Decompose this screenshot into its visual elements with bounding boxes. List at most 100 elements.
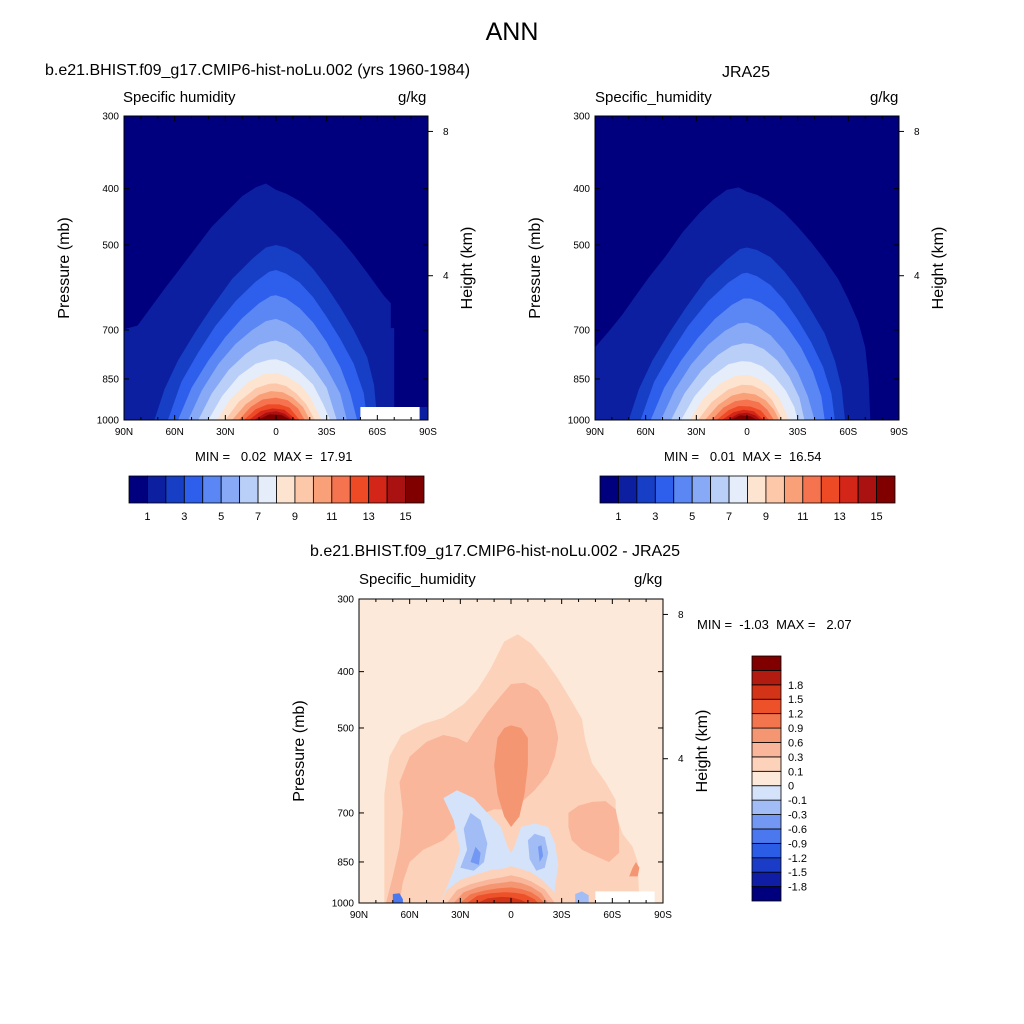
colorbar-box	[751, 742, 782, 758]
contour-level-15	[730, 415, 758, 420]
anomaly-region-6	[527, 833, 549, 871]
y-axis-label: Pressure (mb)	[56, 217, 73, 318]
panel2-plot: 90N 60N 30N 0 30S 60S 90S 300 400 500 700 850 1000 Pr…	[527, 112, 947, 524]
colorbar-box	[728, 475, 748, 504]
colorbar-label: -0.3	[788, 810, 807, 822]
y-tick-label: 500	[573, 240, 590, 251]
x-tick-label: 30N	[451, 910, 469, 921]
y-tick-label: 700	[102, 325, 119, 336]
colorbar-label: -1.8	[788, 882, 807, 894]
colorbar-box	[839, 475, 859, 504]
y-tick-label: 400	[337, 667, 354, 678]
anomaly-region-5	[460, 812, 488, 871]
height-axis-label: Height (km)	[930, 227, 947, 310]
panel3-colorbar: -1.8 -1.5 -1.2 -0.9 -0.6 -0.3 -0.1 0 0.1 0.3 0.6 0.…	[751, 655, 807, 902]
x-tick-label: 30S	[318, 427, 336, 438]
colorbar-box	[751, 684, 782, 700]
colorbar-box	[751, 727, 782, 743]
panel3-title: b.e21.BHIST.f09_g17.CMIP6-hist-noLu.002 …	[310, 543, 680, 560]
colorbar-label: 7	[255, 511, 261, 523]
x-tick-label: 90N	[115, 427, 133, 438]
colorbar-box	[751, 770, 782, 787]
height-tick-label: 8	[914, 127, 920, 138]
x-tick-label: 0	[508, 910, 514, 921]
colorbar-box	[202, 475, 222, 504]
y-tick-label: 300	[337, 595, 354, 606]
colorbar-box	[783, 475, 804, 504]
panel1-field	[124, 116, 428, 420]
anomaly-region-14	[477, 896, 528, 903]
y-tick-label: 300	[573, 112, 590, 123]
x-tick-label: 60N	[636, 427, 654, 438]
x-tick-label: 90N	[586, 427, 604, 438]
y-tick-label: 300	[102, 112, 119, 123]
colorbar-label: 11	[797, 511, 808, 523]
colorbar-box	[751, 828, 782, 844]
height-axis-label: Height (km)	[459, 227, 476, 310]
anomaly-region-3	[494, 725, 528, 827]
height-tick-label: 4	[914, 271, 920, 282]
colorbar-label: -0.6	[788, 824, 807, 836]
x-tick-label: 30N	[216, 427, 234, 438]
colorbar-box	[257, 475, 277, 504]
colorbar-box	[751, 799, 782, 815]
colorbar-box	[751, 785, 782, 801]
colorbar-label: 11	[326, 511, 337, 523]
panel2-variable-label: Specific_humidity	[595, 89, 712, 106]
height-tick-label: 4	[678, 754, 684, 765]
anomaly-region-17	[392, 893, 403, 903]
colorbar-box	[239, 475, 259, 504]
colorbar-box	[751, 713, 782, 729]
colorbar-box	[751, 756, 782, 772]
panel1-plot: 90N 60N 30N 0 30S 60S 90S 300 400 500 700 850 1000 Pr…	[56, 112, 476, 524]
colorbar-box	[599, 475, 619, 504]
colorbar-box	[710, 475, 730, 504]
anomaly-region-15	[629, 862, 640, 877]
colorbar-label: 15	[870, 511, 882, 523]
panel1-units-label: g/kg	[398, 89, 427, 106]
colorbar-label: 1	[144, 511, 150, 523]
colorbar-box	[294, 475, 314, 504]
panel1-variable-label: Specific humidity	[123, 89, 236, 106]
contour-level-15	[257, 414, 292, 420]
y-axis-label: Pressure (mb)	[291, 700, 308, 801]
colorbar-box	[165, 475, 185, 504]
colorbar-box	[765, 475, 785, 504]
colorbar-label: 1	[615, 511, 621, 523]
y-tick-label: 400	[102, 184, 119, 195]
colorbar-box	[857, 475, 877, 504]
colorbar-label: -1.2	[788, 853, 807, 865]
colorbar-box	[751, 857, 782, 873]
y-tick-label: 1000	[568, 416, 591, 427]
anomaly-region-2	[568, 801, 620, 862]
y-tick-label: 500	[337, 723, 354, 734]
panel3-variable-label: Specific_humidity	[359, 571, 476, 588]
colorbar-box	[654, 475, 675, 504]
y-tick-label: 700	[337, 808, 354, 819]
panel3-min-max: MIN = -1.03 MAX = 2.07	[697, 617, 852, 632]
colorbar-label: 5	[218, 511, 224, 523]
y-axis-label: Pressure (mb)	[527, 217, 544, 318]
panel2-min-max: MIN = 0.01 MAX = 16.54	[664, 449, 822, 464]
colorbar-box	[220, 475, 241, 504]
colorbar-label: 15	[399, 511, 411, 523]
y-tick-label: 850	[337, 857, 354, 868]
x-tick-label: 60S	[603, 910, 621, 921]
colorbar-label: 3	[181, 511, 187, 523]
figure-title: ANN	[485, 18, 539, 46]
panel2-title: JRA25	[722, 64, 771, 81]
colorbar-label: 1.5	[788, 694, 803, 706]
height-tick-label: 8	[443, 127, 449, 138]
colorbar-box	[691, 475, 712, 504]
colorbar-label: 3	[652, 511, 658, 523]
colorbar-box	[673, 475, 693, 504]
height-axis-label: Height (km)	[694, 710, 711, 793]
x-tick-label: 60N	[400, 910, 418, 921]
panel1-missing-data	[360, 407, 420, 420]
anomaly-region-7	[470, 846, 481, 865]
colorbar-box	[349, 475, 370, 504]
colorbar-box	[618, 475, 638, 504]
colorbar-label: 0.6	[788, 737, 803, 749]
colorbar-box	[751, 842, 782, 859]
